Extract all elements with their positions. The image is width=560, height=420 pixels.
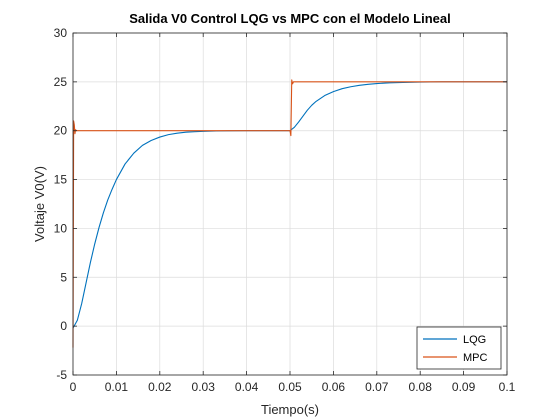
y-tick-label: 15	[54, 173, 68, 187]
x-tick-label: 0.02	[148, 380, 172, 394]
y-tick-labels: -5 0 5 10 15 20 25 30	[54, 26, 68, 382]
x-tick-label: 0.09	[452, 380, 476, 394]
x-tick-label: 0.06	[322, 380, 346, 394]
x-axis-label: Tiempo(s)	[261, 402, 319, 417]
legend: LQG MPC	[416, 326, 502, 370]
legend-label-lqg: LQG	[463, 334, 486, 346]
legend-box	[416, 326, 502, 370]
series-layer	[72, 79, 507, 348]
y-tick-label: 0	[60, 319, 67, 333]
x-tick-label: 0.03	[192, 380, 216, 394]
x-tick-label: 0.04	[235, 380, 259, 394]
y-tick-label: 10	[54, 221, 68, 235]
chart-title: Salida V0 Control LQG vs MPC con el Mode…	[129, 11, 450, 26]
x-tick-label: 0.1	[499, 380, 516, 394]
x-tick-labels: 0 0.01 0.02 0.03 0.04 0.05 0.06 0.07 0.08 0.09 0.1	[70, 380, 516, 394]
y-axis-label: Voltaje V0(V)	[32, 166, 47, 242]
y-tick-label: 30	[54, 26, 68, 40]
y-tick-label: -5	[56, 368, 67, 382]
y-tick-label: 20	[54, 124, 68, 138]
ticks	[72, 32, 508, 376]
x-tick-label: 0.05	[278, 380, 302, 394]
series-line-mpc	[72, 79, 507, 348]
x-tick-label: 0.07	[365, 380, 389, 394]
y-tick-label: 5	[60, 270, 67, 284]
x-tick-label: 0	[70, 380, 77, 394]
legend-label-mpc: MPC	[463, 352, 488, 364]
x-tick-label: 0.08	[409, 380, 433, 394]
y-tick-label: 25	[54, 75, 68, 89]
x-tick-label: 0.01	[105, 380, 129, 394]
